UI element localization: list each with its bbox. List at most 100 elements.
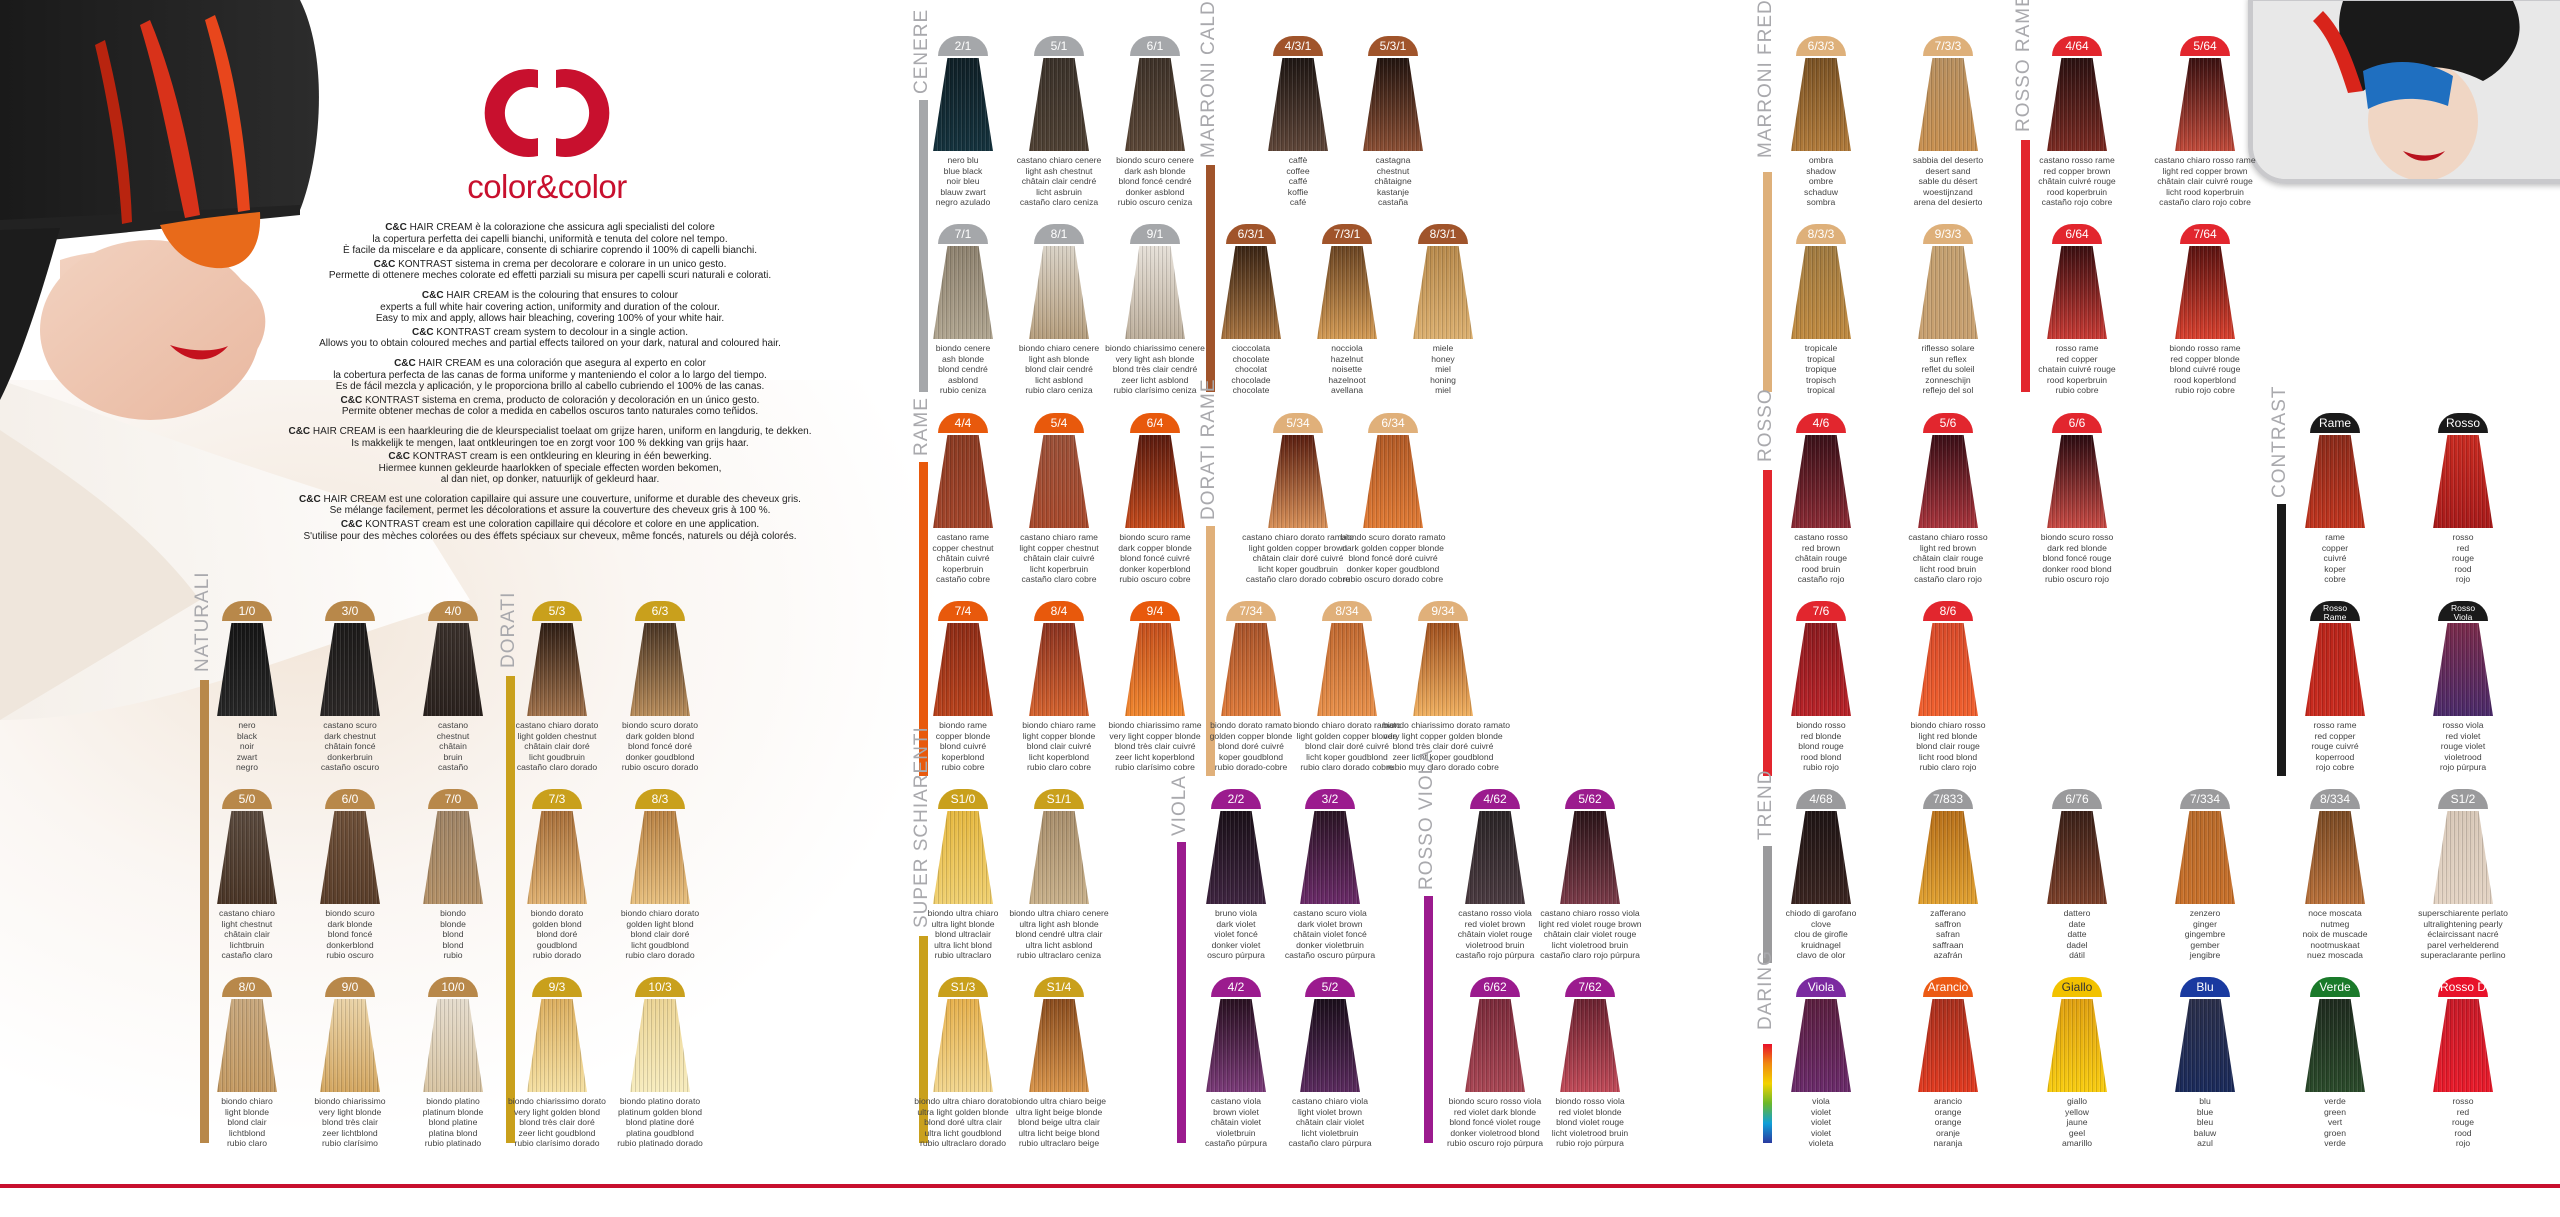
shade-name: shadow xyxy=(1806,165,1836,176)
shade-name: castaño claro rojo xyxy=(1914,574,1982,585)
shade-name: brown violet xyxy=(1213,1106,1259,1117)
shade-code-tab: 8/6 xyxy=(1923,601,1973,621)
brand-logo xyxy=(484,69,610,157)
hair-sample xyxy=(1029,246,1089,339)
shade-names: noce moscata nutmeg noix de muscade nootmus… xyxy=(2275,908,2395,961)
shade-name: dark golden copper blonde xyxy=(1342,542,1444,553)
shade-name: châtain violet foncé xyxy=(1293,929,1367,940)
shade-name: blond beige ultra clair xyxy=(1018,1117,1100,1128)
shade-name: castano chiaro dorato xyxy=(515,720,599,730)
hair-sample xyxy=(320,811,380,904)
shade-name: biondo scuro cenere xyxy=(1116,155,1194,165)
shade-name: rosso rame xyxy=(2055,343,2099,353)
shade-code-tab: 8/34 xyxy=(1322,601,1372,621)
shade-code-tab: 5/62 xyxy=(1565,789,1615,809)
shade-name: lichtblond xyxy=(228,1127,266,1138)
shade-name: castaño claro rojo cobre xyxy=(2159,197,2251,208)
hair-sample xyxy=(933,435,993,528)
shade-name: gingembre xyxy=(2184,929,2226,940)
shade-name: red brown xyxy=(1801,542,1841,553)
shade-code-tab: Arancio xyxy=(1923,977,1973,997)
color-swatch: 9/4 biondo chiarissimo rame very light cop… xyxy=(1095,601,1215,773)
shade-name: rubio claro dorado cobre xyxy=(1300,762,1394,773)
shade-name: castano chiaro rame xyxy=(1020,532,1098,542)
shade-name: woestijnzand xyxy=(1923,186,1973,197)
shade-name: castaño oscuro xyxy=(320,762,380,773)
shade-code-tab: 5/64 xyxy=(2180,36,2230,56)
shade-code-tab: 9/4 xyxy=(1130,601,1180,621)
shade-name: châtain foncé xyxy=(324,741,376,752)
color-swatch: 10/3 biondo platino dorato platinum golden… xyxy=(600,977,720,1149)
shade-name: castano scuro xyxy=(323,720,377,730)
shade-names: castano rame copper chestnut châtain cuivr… xyxy=(903,532,1023,585)
intro-paragraph: C&C HAIR CREAM is een haarkleuring die d… xyxy=(250,426,850,449)
color-swatch: 9/3 biondo chiarissimo dorato very light g… xyxy=(497,977,617,1149)
brand-prefix: C&C xyxy=(385,222,407,233)
shade-name: rubio ultraclaro ceniza xyxy=(1016,950,1102,961)
shade-name: châtain clair violet rouge xyxy=(1543,929,1637,940)
hair-sample xyxy=(2175,999,2235,1092)
brand-prefix: C&C xyxy=(388,451,411,463)
shade-name: rubio rojo púrpura xyxy=(1556,1138,1624,1149)
shade-code-tab: 5/2 xyxy=(1305,977,1355,997)
shade-name: zeer licht koper goudblond xyxy=(1392,751,1494,762)
color-swatch: S1/4 biondo ultra chiaro beige ultra light… xyxy=(999,977,1119,1149)
shade-name: sable du désert xyxy=(1918,176,1978,187)
hair-sample xyxy=(1125,623,1185,716)
shade-name: rubio clarísimo dorado xyxy=(514,1138,600,1149)
shade-name: biondo chiarissimo xyxy=(314,1096,386,1106)
shade-code-tab: 4/68 xyxy=(1796,789,1846,809)
shade-names: castano chiaro rame light copper chestnut… xyxy=(999,532,1119,585)
shade-name: chatain cuivré rouge xyxy=(2038,364,2116,375)
intro-line: al dan niet, op donker, natuurlijk of ge… xyxy=(440,474,660,486)
color-swatch: 6/1 biondo scuro cenere dark ash blonde blo… xyxy=(1095,36,1215,208)
shade-name: jaune xyxy=(2066,1117,2088,1128)
hair-sample xyxy=(2047,58,2107,151)
shade-name: biondo ultra chiaro xyxy=(927,908,999,918)
color-swatch: 7/4 biondo rame copper blonde blond cuivré k… xyxy=(903,601,1023,773)
shade-name: castaño oscuro púrpura xyxy=(1284,950,1376,961)
shade-name: violet xyxy=(1810,1106,1832,1117)
shade-names: zafferano saffron safran saffraan azafrán xyxy=(1888,908,2008,961)
shade-name: biondo rosso xyxy=(1796,720,1846,730)
shade-name: light red blonde xyxy=(1918,730,1978,741)
shade-name: blond cuivré rouge xyxy=(2169,364,2241,375)
shade-code-tab: 8/3 xyxy=(635,789,685,809)
shade-names: biondo chiarissimo cenere very light ash … xyxy=(1095,343,1215,396)
shade-name: biondo chiaro xyxy=(221,1096,273,1106)
shade-name: blond clair doré xyxy=(630,929,690,940)
shade-name: violet foncé xyxy=(1214,929,1258,940)
shade-names: dattero date datte dadel dátil xyxy=(2017,908,2137,961)
shade-name: blond foncé rouge xyxy=(2042,553,2112,564)
shade-code-tab: 4/64 xyxy=(2052,36,2102,56)
shade-name: licht koper goudbruin xyxy=(1258,563,1338,574)
shade-name: baluw xyxy=(2193,1127,2217,1138)
shade-name: castaño claro dorado cobre xyxy=(1245,574,1351,585)
section-bar-marroni-caldi xyxy=(1206,165,1215,392)
shade-name: châtain clair cuivré xyxy=(1023,553,1095,564)
hair-sample xyxy=(933,58,993,151)
shade-names: castano chiaro light chestnut châtain clai… xyxy=(187,908,307,961)
shade-names: biondo dorato golden blond blond doré goudb… xyxy=(497,908,617,961)
shade-code-tab: 6/6 xyxy=(2052,413,2102,433)
shade-names: biondo chiarissimo rame very light copper… xyxy=(1095,720,1215,773)
shade-names: rosso viola red violet rouge violet violetr… xyxy=(2403,720,2523,773)
shade-name: nutmeg xyxy=(2320,918,2350,929)
shade-names: rame copper cuivré koper cobre xyxy=(2275,532,2395,585)
color-swatch: 4/64 castano rosso rame red copper brown ch… xyxy=(2017,36,2137,208)
shade-names: biondo chiaro dorato golden light blond bl… xyxy=(600,908,720,961)
shade-name: tropicale xyxy=(1804,343,1838,353)
shade-name: arancio xyxy=(1933,1096,1963,1106)
shade-names: biondo ultra chiaro beige ultra light bei… xyxy=(999,1096,1119,1149)
intro-line: È facile da miscelare e da applicare, co… xyxy=(342,245,758,257)
shade-code-tab: 8/4 xyxy=(1034,601,1084,621)
shade-name: orange xyxy=(1934,1106,1962,1117)
shade-name: azafrán xyxy=(1933,950,1963,961)
hair-sample xyxy=(1029,811,1089,904)
shade-name: dadel xyxy=(2066,939,2088,950)
shade-name: châtain violet xyxy=(1210,1117,1262,1128)
hair-sample xyxy=(1125,246,1185,339)
shade-code-tab: 7/62 xyxy=(1565,977,1615,997)
shade-names: giallo yellow jaune geel amarillo xyxy=(2017,1096,2137,1149)
shade-name: rood koperbruin xyxy=(2046,374,2108,385)
